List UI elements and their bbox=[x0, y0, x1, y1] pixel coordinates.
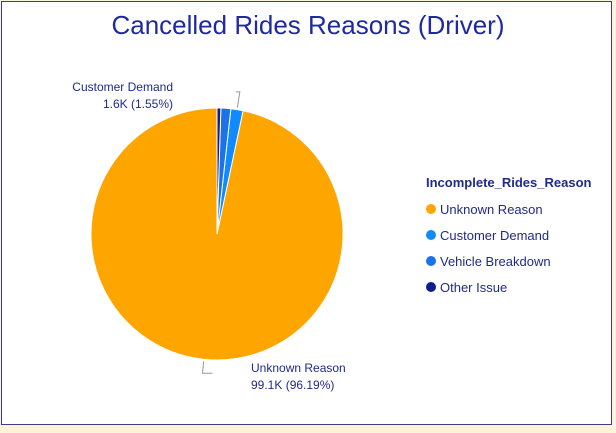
legend-marker bbox=[426, 282, 436, 292]
data-label-value: 99.1K (96.19%) bbox=[251, 378, 334, 392]
legend-marker bbox=[426, 230, 436, 240]
leader-line bbox=[201, 361, 213, 374]
legend-marker bbox=[426, 204, 436, 214]
legend-marker bbox=[426, 256, 436, 266]
data-label-value: 1.6K (1.55%) bbox=[103, 97, 173, 111]
legend-item-vehicle-breakdown[interactable]: Vehicle Breakdown bbox=[426, 248, 591, 274]
legend-label: Unknown Reason bbox=[440, 201, 543, 217]
legend-label: Customer Demand bbox=[440, 227, 550, 243]
chart-panel: Cancelled Rides Reasons (Driver) Unknown… bbox=[1, 1, 612, 425]
legend: Incomplete_Rides_Reason Unknown Reason C… bbox=[426, 175, 591, 300]
pie-slice-other-issue[interactable] bbox=[216, 107, 222, 235]
data-label-name: Unknown Reason bbox=[251, 361, 346, 375]
legend-item-other-issue[interactable]: Other Issue bbox=[426, 274, 591, 300]
pie-chart: Unknown Reason 99.1K (96.19%) Customer Dem… bbox=[72, 80, 346, 392]
chart-title: Cancelled Rides Reasons (Driver) bbox=[111, 10, 505, 40]
legend-label: Other Issue bbox=[440, 279, 508, 295]
data-label-name: Customer Demand bbox=[72, 80, 173, 94]
legend-title: Incomplete_Rides_Reason bbox=[426, 175, 592, 190]
legend-item-unknown-reason[interactable]: Unknown Reason bbox=[426, 196, 591, 222]
legend-item-customer-demand[interactable]: Customer Demand bbox=[426, 222, 591, 248]
legend-label: Vehicle Breakdown bbox=[440, 253, 551, 269]
leader-line bbox=[235, 91, 241, 108]
